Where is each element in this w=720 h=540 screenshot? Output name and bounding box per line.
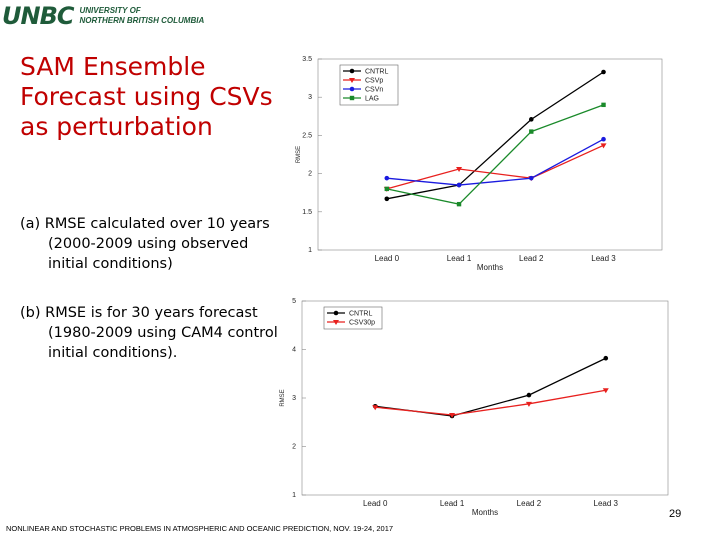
marker	[603, 355, 609, 361]
y-axis-label: RMSE	[280, 389, 286, 406]
title-line: SAM Ensemble	[20, 52, 206, 81]
plot-frame	[317, 58, 663, 251]
y-tick-label: 2	[292, 444, 296, 451]
y-tick-label: 1	[308, 247, 312, 254]
series-line	[386, 71, 604, 200]
y-tick-label: 3	[308, 94, 312, 101]
series-line	[386, 138, 604, 186]
y-tick-label: 3.5	[302, 56, 312, 63]
x-tick-label: Lead 0	[363, 499, 388, 508]
y-tick-label: 3	[292, 395, 296, 402]
x-tick-label: Lead 2	[519, 254, 544, 263]
series-line	[375, 357, 607, 417]
legend-label: CNTRL	[349, 311, 372, 318]
y-tick-label: 2	[308, 171, 312, 178]
page-number: 29	[669, 508, 682, 520]
logo-text: UNIVERSITY OF NORTHERN BRITISH COLUMBIA	[79, 6, 204, 26]
x-tick-label: Lead 1	[440, 499, 465, 508]
y-tick-label: 1	[292, 492, 296, 499]
marker	[333, 320, 339, 325]
bullet: (a) RMSE calculated over 10 years (2000-…	[20, 214, 270, 274]
legend-label: CNTRL	[365, 69, 388, 76]
marker	[528, 117, 534, 122]
bullet-line: initial conditions)	[48, 256, 173, 272]
marker	[602, 388, 609, 394]
footer: NONLINEAR AND STOCHASTIC PROBLEMS IN ATM…	[6, 524, 394, 533]
y-tick-label: 5	[292, 298, 296, 305]
logo: UNBC UNIVERSITY OF NORTHERN BRITISH COLU…	[2, 2, 204, 30]
bullet-line: (1980-2009 using CAM4 control	[48, 325, 278, 341]
marker	[333, 310, 339, 316]
marker	[601, 102, 606, 108]
x-tick-label: Lead 3	[591, 254, 616, 263]
bullet-line: initial conditions).	[48, 345, 178, 361]
series-line	[386, 144, 604, 190]
marker	[349, 68, 355, 74]
x-axis-label: Months	[477, 263, 503, 272]
legend-label: CSVn	[365, 87, 383, 94]
marker	[456, 201, 462, 207]
bullet: (b) RMSE is for 30 years forecast (1980-…	[20, 303, 278, 363]
marker	[449, 412, 456, 418]
bullet-line: (a) RMSE calculated over 10 years	[20, 216, 270, 232]
plot-frame	[301, 300, 669, 496]
marker	[349, 95, 355, 101]
logo-line: NORTHERN BRITISH COLUMBIA	[79, 16, 205, 25]
y-tick-label: 2.5	[302, 132, 312, 139]
series-line	[386, 104, 604, 205]
legend-label: LAG	[365, 96, 379, 103]
marker	[456, 167, 463, 173]
marker	[456, 182, 462, 188]
y-tick-label: 1.5	[302, 209, 312, 216]
marker	[600, 143, 607, 149]
slide-title: SAM Ensemble Forecast using CSVs as pert…	[20, 52, 273, 142]
x-tick-label: Lead 3	[594, 499, 619, 508]
marker	[526, 392, 532, 398]
bullet-line: (b) RMSE is for 30 years forecast	[20, 305, 258, 321]
x-axis-label: Months	[472, 508, 498, 517]
marker	[349, 86, 355, 92]
marker	[601, 136, 606, 142]
marker	[528, 175, 534, 181]
series-line	[375, 389, 606, 416]
marker	[372, 405, 379, 411]
x-tick-label: Lead 1	[447, 254, 472, 263]
logo-mark: UNBC	[2, 2, 74, 30]
marker	[384, 196, 390, 202]
marker	[349, 78, 355, 83]
marker	[525, 401, 532, 407]
y-tick-label: 4	[292, 347, 296, 354]
x-tick-label: Lead 2	[517, 499, 542, 508]
title-line: as perturbation	[20, 112, 213, 141]
marker	[384, 175, 390, 181]
logo-line: UNIVERSITY OF	[79, 6, 141, 15]
y-axis-label: RMSE	[296, 146, 302, 163]
title-line: Forecast using CSVs	[20, 82, 273, 111]
marker	[384, 186, 389, 192]
marker	[601, 69, 606, 75]
bullet-line: (2000-2009 using observed	[48, 236, 249, 252]
marker	[529, 129, 534, 134]
x-tick-label: Lead 0	[375, 254, 400, 263]
legend-label: CSV30p	[349, 320, 375, 327]
legend-label: CSVp	[365, 78, 383, 85]
